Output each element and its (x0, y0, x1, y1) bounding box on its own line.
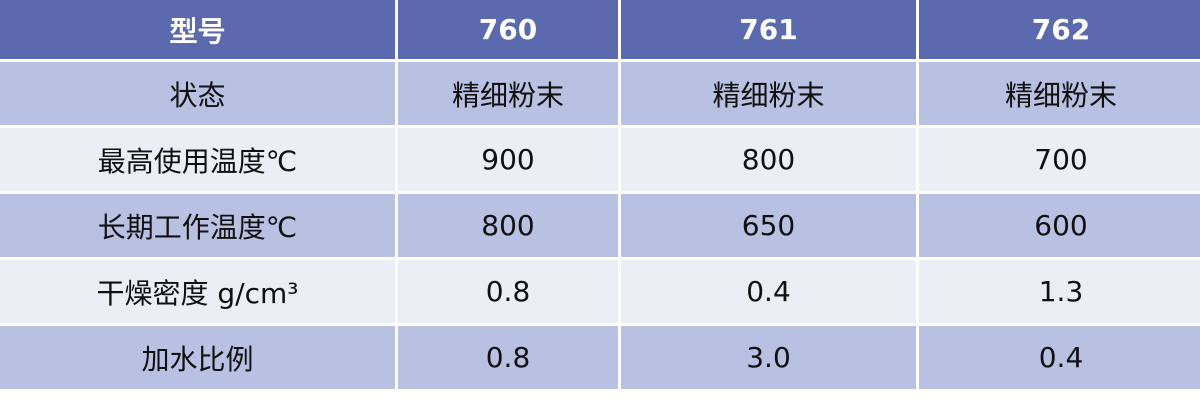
row-label: 加水比例 (0, 326, 395, 389)
table-cell: 1.3 (919, 260, 1200, 323)
table-cell: 0.4 (919, 326, 1200, 389)
row-label: 干燥密度 g/cm³ (0, 260, 395, 323)
table-cell: 精细粉末 (621, 62, 916, 125)
header-cell: 761 (621, 0, 916, 59)
table-row: 加水比例 0.8 3.0 0.4 (0, 326, 1200, 389)
row-label: 状态 (0, 62, 395, 125)
table-cell: 精细粉末 (398, 62, 618, 125)
header-cell: 762 (919, 0, 1200, 59)
table-cell: 800 (621, 128, 916, 191)
table-cell: 800 (398, 194, 618, 257)
table-cell: 3.0 (621, 326, 916, 389)
table-cell: 0.4 (621, 260, 916, 323)
table-cell: 600 (919, 194, 1200, 257)
table-cell: 700 (919, 128, 1200, 191)
spec-table: 型号 760 761 762 状态 精细粉末 精细粉末 精细粉末 最高使用温度℃… (0, 0, 1200, 389)
header-row: 型号 760 761 762 (0, 0, 1200, 59)
table-cell: 0.8 (398, 260, 618, 323)
table-row: 状态 精细粉末 精细粉末 精细粉末 (0, 62, 1200, 125)
table-row: 长期工作温度℃ 800 650 600 (0, 194, 1200, 257)
header-cell: 760 (398, 0, 618, 59)
table-cell: 900 (398, 128, 618, 191)
row-label: 最高使用温度℃ (0, 128, 395, 191)
table-cell: 650 (621, 194, 916, 257)
row-label: 长期工作温度℃ (0, 194, 395, 257)
table-row: 最高使用温度℃ 900 800 700 (0, 128, 1200, 191)
header-cell: 型号 (0, 0, 395, 59)
table-cell: 精细粉末 (919, 62, 1200, 125)
table-row: 干燥密度 g/cm³ 0.8 0.4 1.3 (0, 260, 1200, 323)
table-cell: 0.8 (398, 326, 618, 389)
